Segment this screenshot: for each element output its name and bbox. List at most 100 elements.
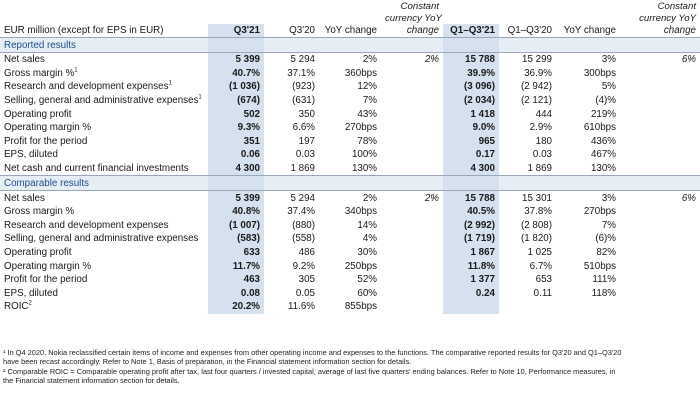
cell-c: 4% [362, 233, 377, 245]
row-label-text: Gross margin % [4, 206, 75, 218]
cell-a: 5 399 [208, 190, 264, 205]
cell-b: 350 [298, 108, 315, 120]
cell-f: 0.03 [532, 149, 552, 161]
cell-b: 1 869 [290, 163, 315, 175]
row-label-text: Research and development expenses [4, 219, 169, 231]
cell-h [620, 67, 700, 81]
cell-h [620, 287, 700, 301]
cell-a: 5 399 [208, 52, 264, 67]
cell-c: 2% [362, 192, 377, 204]
row-label: Net sales [0, 191, 208, 205]
cell-a: (1 007) [208, 218, 264, 233]
cell-e: 15 788 [443, 52, 499, 67]
table-row: Profit for the period 463 305 52% 1 377 653 11… [0, 272, 700, 287]
cell-f [499, 300, 556, 314]
cell-d [381, 259, 443, 273]
cell-b: 5 294 [290, 192, 315, 204]
row-label-text: Operating profit [4, 247, 72, 259]
cell-a: 463 [208, 272, 264, 287]
footnotes: ¹ In Q4 2020, Nokia reclassified certain… [3, 348, 697, 385]
cell-f: 0.11 [533, 287, 552, 299]
header-yoy: YoY change [319, 24, 381, 38]
cell-e: 0.17 [443, 148, 499, 162]
table-row: Gross margin %1 40.7% 37.1% 360bps 39.9% 36.9… [0, 66, 700, 81]
cell-d: 2% [424, 54, 439, 66]
row-label: Operating profit [0, 246, 208, 260]
cell-d [381, 232, 443, 246]
cell-b: 5 294 [290, 54, 315, 66]
section-spacer [499, 175, 556, 192]
results-table: Constant Constant currency YoY currency … [0, 1, 700, 314]
cell-b: 37.1% [287, 67, 315, 79]
cell-d [381, 135, 443, 149]
row-label: ROIC2 [0, 300, 208, 314]
header-ccy-line3: change [381, 24, 443, 38]
footnote-marker: 1 [168, 81, 172, 88]
table-row: Operating profit 633 486 30% 1 867 1 025 82% [0, 245, 700, 260]
row-label: Operating margin % [0, 121, 208, 135]
cell-c: 250bps [344, 260, 377, 272]
cell-b: 197 [298, 135, 315, 147]
cell-a: (583) [208, 232, 264, 246]
row-label: Research and development expenses [0, 219, 208, 233]
row-label-text: Selling, general and administrative expe… [4, 233, 199, 245]
cell-f: 37.8% [524, 206, 552, 218]
cell-g: (6)% [595, 233, 616, 245]
table-row: Selling, general and administrative expe… [0, 232, 700, 246]
cell-h [620, 94, 700, 108]
row-label: Profit for the period [0, 135, 208, 149]
cell-c: 100% [351, 149, 377, 161]
cell-g: 300bps [583, 67, 616, 79]
section-spacer [264, 37, 319, 53]
cell-b: (880) [292, 219, 315, 231]
table-row: Operating margin % 9.3% 6.6% 270bps 9.0% 2.9%… [0, 120, 700, 135]
section-spacer [443, 37, 499, 53]
cell-b: 6.6% [292, 122, 315, 134]
section-spacer [620, 175, 700, 192]
cell-f: (2 942) [520, 81, 552, 93]
cell-d [381, 219, 443, 233]
header-q1q321: Q1–Q3'21 [443, 24, 499, 38]
cell-g: 610bps [583, 122, 616, 134]
row-label: Net cash and current financial investmen… [0, 162, 208, 176]
cell-a: 0.06 [208, 148, 264, 162]
row-label-text: Operating margin % [4, 122, 92, 134]
row-label-text: Net cash and current financial investmen… [4, 163, 189, 175]
section-title: Reported results [0, 37, 208, 53]
section-spacer [556, 37, 620, 53]
section-spacer [208, 37, 264, 53]
row-label: Net sales [0, 53, 208, 67]
cell-h [620, 135, 700, 149]
cell-e: (2 034) [443, 93, 499, 108]
cell-b: 0.05 [295, 287, 315, 299]
cell-e: 0.24 [443, 286, 499, 301]
footnote-line: the Financial statement information sect… [3, 375, 180, 385]
cell-c: 270bps [344, 122, 377, 134]
cell-h [620, 162, 700, 176]
cell-a: 11.7% [208, 259, 264, 273]
header-ccy-line1: Constant [400, 1, 439, 12]
cell-f: 36.9% [524, 67, 552, 79]
section-title: Comparable results [0, 175, 208, 192]
cell-g: (4)% [595, 95, 616, 107]
cell-f: (2 808) [520, 219, 552, 231]
section-spacer [381, 37, 443, 53]
cell-d [381, 205, 443, 219]
cell-e: (2 992) [443, 218, 499, 233]
cell-d [381, 300, 443, 314]
cell-e [443, 300, 499, 314]
row-label: Selling, general and administrative expe… [0, 232, 208, 246]
footnote-marker: 1 [198, 94, 202, 101]
table-row: Selling, general and administrative expe… [0, 93, 700, 108]
cell-a: 633 [208, 245, 264, 260]
cell-f: 15 299 [522, 54, 552, 66]
cell-f: 653 [535, 274, 552, 286]
cell-g: 130% [590, 163, 616, 175]
cell-c: 60% [357, 287, 377, 299]
table-row: Research and development expenses (1 007)… [0, 218, 700, 233]
cell-b: 9.2% [292, 260, 315, 272]
footnote-marker: 2 [28, 301, 32, 308]
cell-h [620, 219, 700, 233]
cell-e: 4 300 [443, 161, 499, 176]
